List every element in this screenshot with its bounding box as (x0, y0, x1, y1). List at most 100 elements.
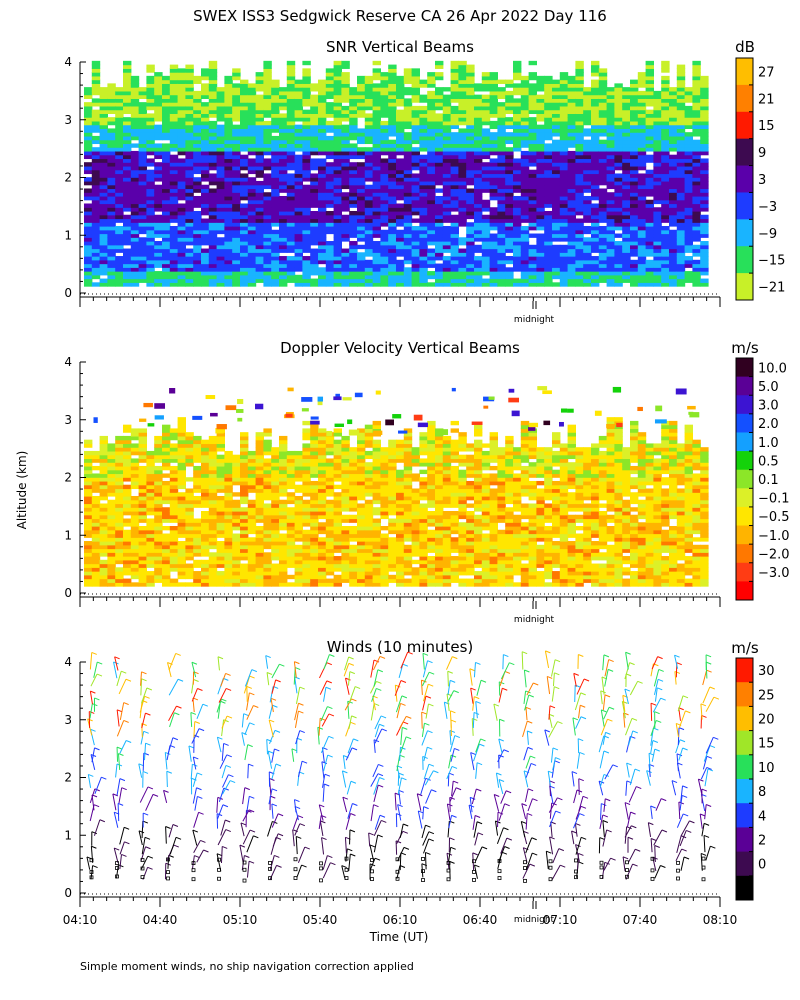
doppler-cell (84, 462, 93, 467)
snr-cell (232, 113, 241, 118)
snr-cell (700, 169, 709, 175)
snr-cell (403, 241, 413, 246)
doppler-cell (154, 488, 163, 493)
snr-cell (544, 267, 553, 272)
snr-cell (302, 90, 311, 96)
snr-cell (598, 94, 608, 99)
snr-cell (466, 117, 475, 122)
snr-cell (310, 158, 319, 163)
snr-cell (279, 229, 288, 235)
snr-cell (169, 132, 179, 137)
doppler-cell (99, 462, 108, 467)
snr-cell (622, 124, 631, 130)
snr-cell (684, 184, 693, 190)
snr-cell (162, 150, 171, 156)
doppler-cell (162, 514, 171, 520)
snr-cell (466, 271, 475, 276)
snr-cell (661, 139, 670, 145)
snr-cell (177, 226, 186, 231)
snr-cell (676, 173, 686, 178)
snr-cell (325, 180, 335, 186)
snr-cell (325, 147, 335, 152)
snr-cell (458, 135, 467, 141)
doppler-cell (185, 462, 194, 467)
doppler-cell (130, 522, 140, 527)
snr-cell (661, 180, 670, 186)
snr-cell (622, 128, 631, 133)
snr-cell (216, 180, 225, 186)
doppler-cell (138, 492, 147, 497)
snr-cell (115, 173, 124, 178)
snr-cell (614, 214, 623, 220)
doppler-cell (162, 465, 171, 471)
snr-cell (232, 135, 241, 141)
snr-cell (676, 244, 686, 250)
snr-cell (598, 102, 608, 107)
snr-cell (411, 124, 420, 130)
doppler-cell (130, 567, 140, 572)
snr-cell (372, 222, 381, 227)
snr-cell (185, 282, 194, 287)
snr-cell (357, 75, 366, 81)
doppler-cell (201, 514, 210, 520)
snr-colorbar-label: 15 (758, 119, 775, 134)
snr-cell (364, 128, 374, 133)
snr-cell (637, 90, 647, 96)
snr-cell (310, 94, 319, 99)
snr-cell (84, 132, 93, 137)
snr-cell (622, 143, 631, 148)
snr-cell (193, 139, 202, 145)
snr-cell (333, 267, 342, 272)
snr-cell (575, 132, 584, 137)
snr-cell (154, 252, 163, 257)
snr-cell (435, 248, 444, 253)
snr-cell (630, 147, 639, 152)
snr-cell (544, 188, 553, 193)
snr-cell (325, 109, 335, 114)
snr-cell (138, 192, 147, 197)
snr-cell (528, 274, 537, 280)
snr-cell (162, 199, 171, 205)
snr-cell (497, 147, 506, 152)
snr-cell (224, 105, 233, 111)
snr-cell (325, 210, 335, 216)
snr-cell (700, 75, 709, 81)
snr-cell (419, 252, 428, 257)
snr-cell (559, 147, 569, 152)
snr-cell (302, 135, 311, 141)
snr-cell (177, 113, 186, 118)
snr-cell (450, 267, 459, 272)
snr-cell (146, 75, 155, 81)
snr-cell (442, 226, 452, 231)
snr-cell (497, 233, 506, 238)
snr-cell (419, 158, 428, 163)
snr-cell (513, 282, 522, 287)
snr-cell (489, 267, 498, 272)
snr-cell (567, 256, 576, 261)
snr-cell (669, 256, 678, 261)
snr-cell (442, 154, 452, 160)
snr-cell (138, 87, 147, 92)
snr-cell (606, 256, 615, 261)
snr-cell (684, 274, 693, 280)
doppler-cell (201, 571, 210, 576)
snr-cell (372, 68, 381, 73)
snr-cell (349, 94, 358, 99)
snr-cell (216, 278, 225, 283)
snr-cell (294, 147, 303, 152)
snr-cell (520, 75, 530, 81)
snr-cell (349, 87, 358, 92)
snr-cell (357, 113, 366, 118)
snr-cell (606, 150, 615, 156)
snr-cell (396, 252, 405, 257)
snr-cell (185, 105, 194, 111)
snr-cell (138, 203, 147, 208)
snr-cell (692, 237, 701, 242)
snr-cell (661, 244, 670, 250)
snr-cell (403, 259, 413, 265)
snr-cell (294, 222, 303, 227)
snr-cell (435, 199, 444, 205)
snr-cell (240, 98, 249, 103)
snr-cell (372, 165, 381, 171)
doppler-cell (115, 473, 124, 478)
